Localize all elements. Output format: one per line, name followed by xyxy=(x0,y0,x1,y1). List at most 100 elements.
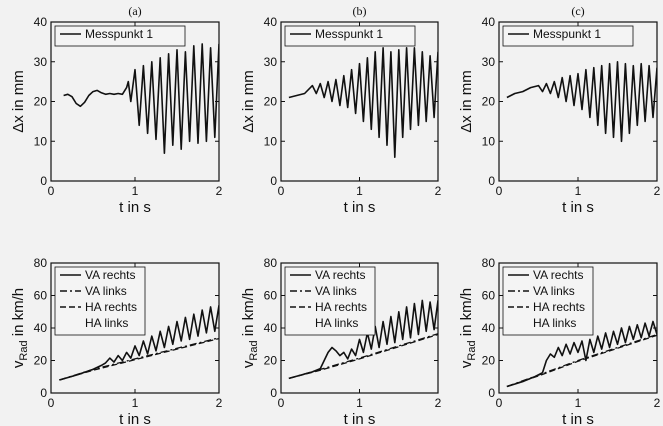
panel-label: (b) xyxy=(353,4,367,18)
x-tick-label: 2 xyxy=(435,184,442,198)
series-line-1 xyxy=(506,61,657,143)
y-tick-label: 0 xyxy=(40,386,47,400)
y-tick-label: 20 xyxy=(264,354,278,368)
y-tick-label: 40 xyxy=(264,321,278,335)
y-axis-label: vRad in km/h xyxy=(458,288,478,368)
y-tick-label: 0 xyxy=(488,386,495,400)
y-axis-label: vRad in km/h xyxy=(10,288,30,368)
y-tick-label: 20 xyxy=(264,95,278,109)
y-tick-label: 40 xyxy=(34,321,48,335)
legend-box xyxy=(284,266,376,336)
x-tick-label: 0 xyxy=(278,184,285,198)
y-tick-label: 80 xyxy=(34,256,48,270)
legend-box xyxy=(54,266,146,336)
legend-entry: HA rechts xyxy=(533,300,585,314)
x-axis-label: t in s xyxy=(119,199,151,216)
x-tick-label: 2 xyxy=(216,396,223,410)
x-axis-label: t in s xyxy=(119,411,151,426)
y-tick-label: 0 xyxy=(270,174,277,188)
legend-entry: Messpunkt 1 xyxy=(533,27,601,41)
y-tick-label: 20 xyxy=(34,354,48,368)
x-axis-label: t in s xyxy=(562,411,594,426)
legend-entry: HA rechts xyxy=(85,300,137,314)
x-tick-label: 2 xyxy=(654,396,661,410)
x-axis-label: t in s xyxy=(562,199,594,216)
y-tick-label: 20 xyxy=(34,95,48,109)
y-tick-label: 30 xyxy=(264,55,278,69)
y-tick-label: 40 xyxy=(264,15,278,29)
y-tick-label: 40 xyxy=(34,15,48,29)
y-axis-label: vRad in km/h xyxy=(240,288,260,368)
y-axis-label: Δx in mm xyxy=(240,70,257,133)
y-tick-label: 80 xyxy=(482,256,496,270)
x-tick-label: 2 xyxy=(654,184,661,198)
x-axis-label: t in s xyxy=(344,199,376,216)
legend-box xyxy=(54,25,186,47)
legend-entry: VA rechts xyxy=(85,268,135,282)
x-tick-label: 0 xyxy=(278,396,285,410)
legend-entry: VA links xyxy=(315,284,357,298)
y-tick-label: 40 xyxy=(482,321,496,335)
y-axis-label: Δx in mm xyxy=(10,70,27,133)
y-tick-label: 60 xyxy=(264,289,278,303)
x-tick-label: 2 xyxy=(216,184,223,198)
x-tick-label: 1 xyxy=(356,184,363,198)
series-line-2 xyxy=(59,337,219,381)
legend-box xyxy=(284,25,416,47)
legend-entry: VA rechts xyxy=(315,268,365,282)
y-tick-label: 30 xyxy=(34,55,48,69)
y-tick-label: 0 xyxy=(40,174,47,188)
y-axis-label: Δx in mm xyxy=(458,70,475,133)
legend-box xyxy=(502,266,594,336)
y-tick-label: 10 xyxy=(264,134,278,148)
legend-entry: VA links xyxy=(85,284,127,298)
y-tick-label: 30 xyxy=(482,55,496,69)
series-line-1 xyxy=(59,305,219,381)
x-tick-label: 1 xyxy=(575,184,582,198)
x-tick-label: 0 xyxy=(496,184,503,198)
x-tick-label: 1 xyxy=(356,396,363,410)
series-line-1 xyxy=(506,320,657,388)
series-line-3 xyxy=(506,334,657,388)
y-tick-label: 20 xyxy=(482,95,496,109)
x-tick-label: 1 xyxy=(132,184,139,198)
series-line-1 xyxy=(63,43,219,154)
legend-entry: VA rechts xyxy=(533,268,583,282)
legend-entry: HA links xyxy=(533,316,576,330)
y-tick-label: 60 xyxy=(34,289,48,303)
y-tick-label: 10 xyxy=(34,134,48,148)
legend-entry: HA links xyxy=(85,316,128,330)
x-tick-label: 0 xyxy=(496,396,503,410)
panel-label: (c) xyxy=(571,4,584,18)
x-axis-label: t in s xyxy=(344,411,376,426)
series-line-3 xyxy=(288,333,438,380)
legend-entry: HA rechts xyxy=(315,300,367,314)
legend-entry: Messpunkt 1 xyxy=(315,27,383,41)
legend-box xyxy=(502,25,634,47)
y-tick-label: 40 xyxy=(482,15,496,29)
x-tick-label: 1 xyxy=(575,396,582,410)
legend-entry: HA links xyxy=(315,316,358,330)
y-tick-label: 10 xyxy=(482,134,496,148)
y-tick-label: 0 xyxy=(270,386,277,400)
x-tick-label: 2 xyxy=(435,396,442,410)
y-tick-label: 80 xyxy=(264,256,278,270)
x-tick-label: 0 xyxy=(48,396,55,410)
panel-label: (a) xyxy=(128,4,141,18)
x-tick-label: 0 xyxy=(48,184,55,198)
legend-entry: Messpunkt 1 xyxy=(85,27,153,41)
y-tick-label: 0 xyxy=(488,174,495,188)
y-tick-label: 20 xyxy=(482,354,496,368)
y-tick-label: 60 xyxy=(482,289,496,303)
series-line-1 xyxy=(288,47,438,158)
x-tick-label: 1 xyxy=(132,396,139,410)
series-line-2 xyxy=(506,333,657,388)
legend-entry: VA links xyxy=(533,284,575,298)
